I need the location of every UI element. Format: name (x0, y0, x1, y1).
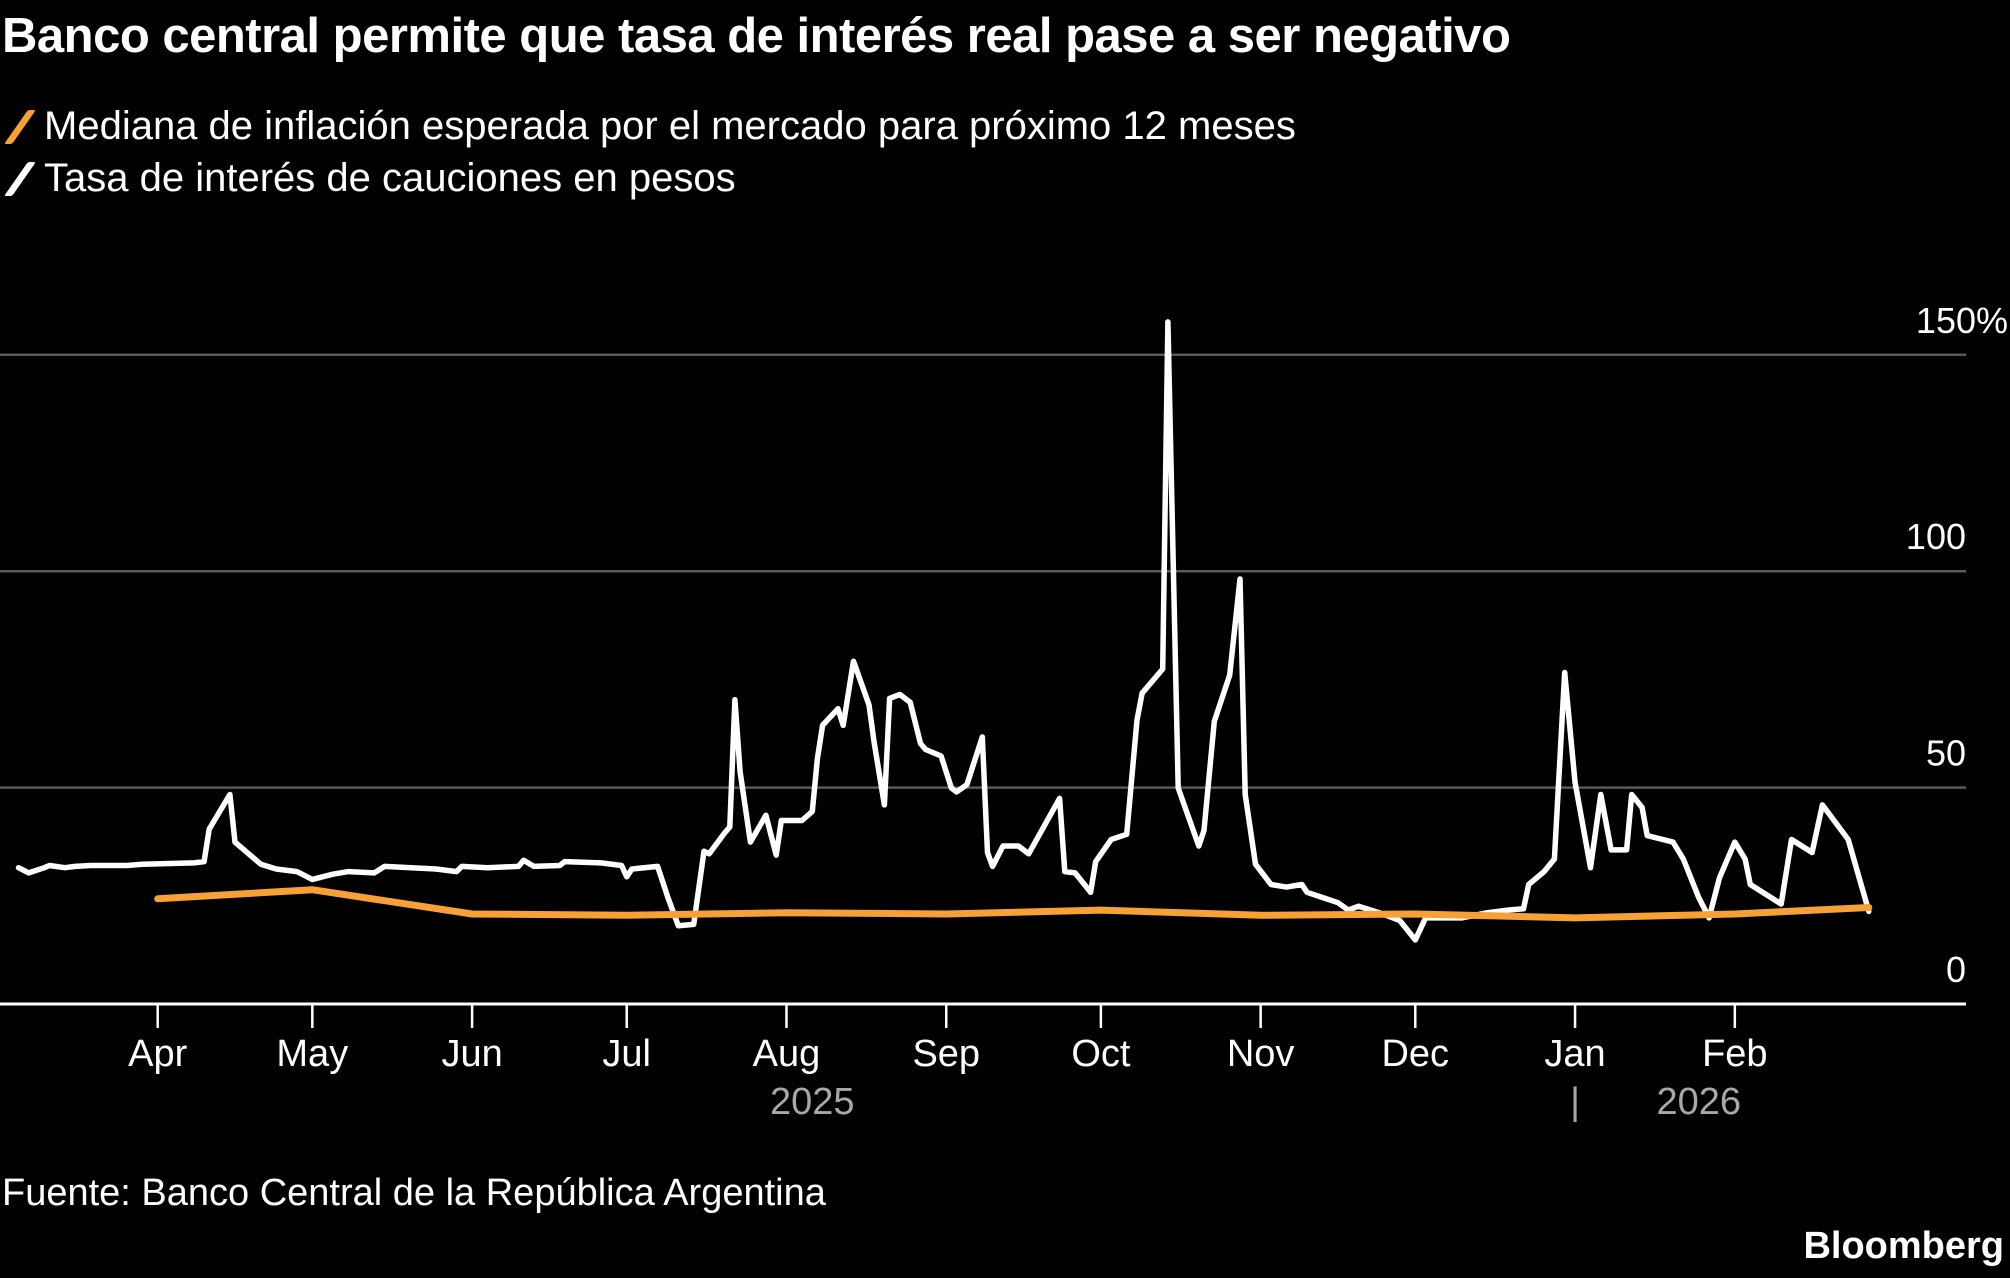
legend-label: Tasa de interés de cauciones en pesos (44, 156, 736, 200)
y-tick-label: 0 (1946, 949, 1966, 990)
series-line-inflation (154, 886, 1873, 922)
legend-label: Mediana de inflación esperada por el mer… (44, 104, 1296, 148)
year-separator: | (1570, 1081, 1580, 1123)
bloomberg-logo: Bloomberg (1803, 1225, 2004, 1267)
y-tick-label: 100 (1906, 516, 1966, 557)
x-tick-label: Apr (128, 1033, 187, 1075)
legend-item-rate: Tasa de interés de cauciones en pesos (4, 156, 736, 201)
x-tick-label: Jun (441, 1033, 502, 1075)
x-tick-label: Feb (1702, 1033, 1767, 1075)
legend-item-inflation: Mediana de inflación esperada por el mer… (4, 104, 1296, 149)
chart-title: Banco central permite que tasa de interé… (2, 9, 1511, 63)
series-line-rate (15, 319, 1872, 943)
x-tick-label: Sep (912, 1033, 980, 1075)
year-label: 2025 (770, 1081, 855, 1123)
y-tick-label: 150% (1916, 300, 2008, 341)
x-tick-label: Aug (753, 1033, 821, 1075)
x-tick-label: Nov (1227, 1033, 1295, 1075)
x-tick-label: Jan (1544, 1033, 1605, 1075)
x-tick-label: Jul (602, 1033, 651, 1075)
x-tick-label: May (276, 1033, 348, 1075)
x-tick-label: Dec (1381, 1033, 1449, 1075)
source-note: Fuente: Banco Central de la República Ar… (2, 1172, 826, 1214)
x-tick-label: Oct (1071, 1033, 1131, 1075)
y-tick-label: 50 (1926, 733, 1966, 774)
year-label: 2026 (1656, 1081, 1741, 1123)
